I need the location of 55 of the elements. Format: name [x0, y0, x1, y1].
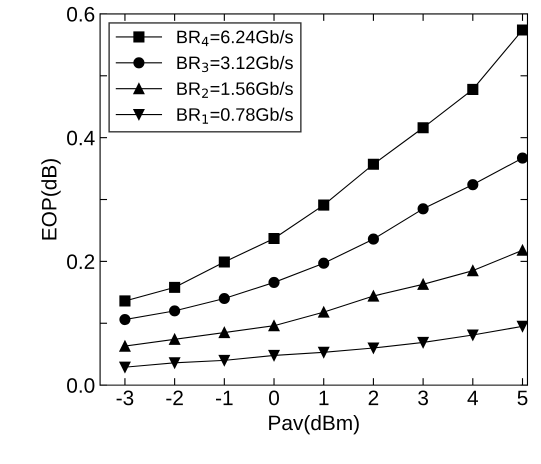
x-tick-label: 1 — [320, 390, 328, 406]
legend-label: BR$_{2}$=1.56Gb/s — [177, 82, 293, 98]
point — [169, 282, 180, 293]
x-axis-title: Pav(dBm) — [269, 414, 359, 434]
point — [467, 84, 478, 95]
point — [467, 265, 478, 276]
x-tick-label: 0 — [269, 390, 279, 406]
point — [119, 362, 130, 373]
point — [318, 346, 330, 358]
point — [318, 258, 330, 269]
point — [169, 357, 180, 368]
y-axis-title: EOP(dB) — [41, 159, 61, 240]
x-tick-label: 2 — [368, 390, 378, 406]
point — [268, 276, 280, 288]
x-tick-label: -1 — [216, 390, 233, 406]
legend-label: BR$_{4}$=6.24Gb/s — [177, 30, 293, 46]
x-tick-label: 5 — [518, 390, 528, 406]
x-tick-label: 3 — [418, 390, 428, 406]
point — [516, 320, 528, 332]
point — [368, 290, 379, 302]
y-tick-label: 0.4 — [67, 130, 95, 146]
point — [467, 329, 478, 341]
y-tick-label: 0.2 — [67, 254, 94, 270]
point — [218, 354, 230, 366]
point — [418, 278, 429, 290]
point — [218, 256, 230, 268]
point — [368, 342, 379, 354]
point — [418, 336, 429, 348]
point — [218, 326, 230, 338]
x-tick-label: -2 — [166, 390, 183, 406]
y-tick-label: 0.6 — [67, 6, 94, 22]
point — [368, 234, 379, 245]
point — [119, 295, 130, 307]
point — [119, 314, 130, 326]
legend-label: BR$_{1}$=0.78Gb/s — [177, 108, 293, 124]
point — [318, 200, 330, 211]
point — [418, 203, 429, 214]
point — [119, 340, 130, 352]
point — [467, 179, 478, 190]
point — [516, 24, 528, 36]
point — [268, 320, 280, 332]
x-tick-label: 4 — [467, 390, 478, 406]
point — [368, 158, 379, 170]
point — [418, 122, 429, 134]
point — [268, 350, 280, 361]
point — [218, 292, 230, 304]
point — [169, 305, 180, 316]
point — [516, 152, 528, 164]
point — [318, 306, 330, 318]
point — [516, 244, 528, 256]
legend-label: BR$_{3}$=3.12Gb/s — [177, 56, 293, 72]
point — [169, 334, 180, 345]
point — [268, 232, 280, 244]
y-tick-label: 0.0 — [67, 378, 94, 393]
x-tick-label: -3 — [116, 390, 134, 406]
